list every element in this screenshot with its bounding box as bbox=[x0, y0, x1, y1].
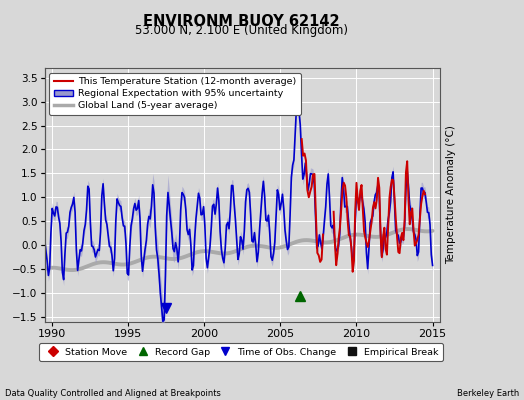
Text: Berkeley Earth: Berkeley Earth bbox=[456, 389, 519, 398]
Legend: This Temperature Station (12-month average), Regional Expectation with 95% uncer: This Temperature Station (12-month avera… bbox=[49, 73, 301, 115]
Text: Data Quality Controlled and Aligned at Breakpoints: Data Quality Controlled and Aligned at B… bbox=[5, 389, 221, 398]
Y-axis label: Temperature Anomaly (°C): Temperature Anomaly (°C) bbox=[446, 126, 456, 264]
Legend: Station Move, Record Gap, Time of Obs. Change, Empirical Break: Station Move, Record Gap, Time of Obs. C… bbox=[39, 343, 443, 361]
Text: ENVIRONM BUOY 62142: ENVIRONM BUOY 62142 bbox=[143, 14, 340, 29]
Text: 53.000 N, 2.100 E (United Kingdom): 53.000 N, 2.100 E (United Kingdom) bbox=[135, 24, 347, 37]
